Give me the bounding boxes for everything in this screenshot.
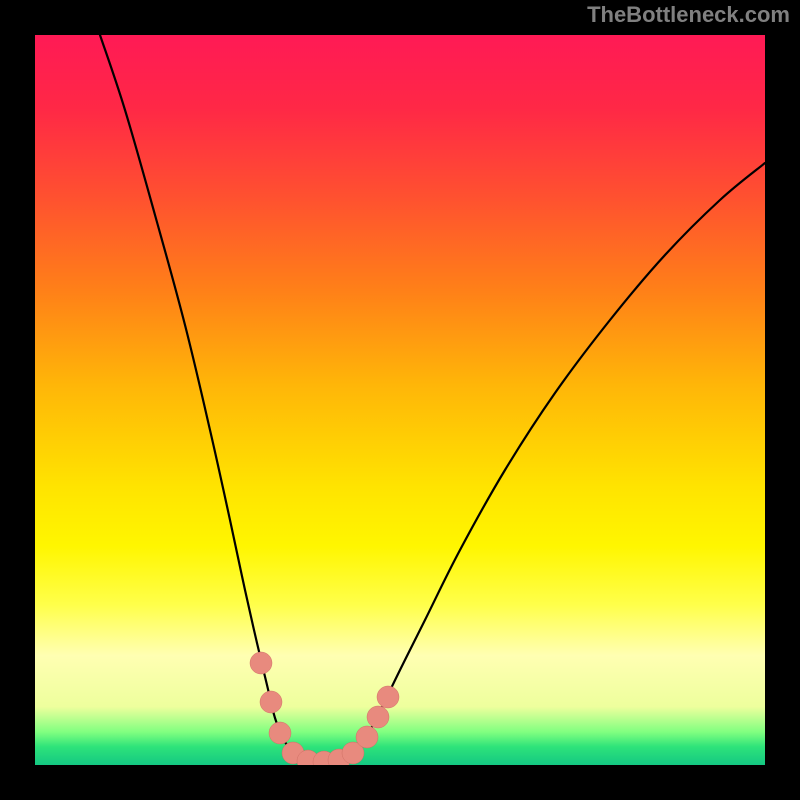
plot-area xyxy=(35,35,765,765)
chart-container: TheBottleneck.com xyxy=(0,0,800,800)
gradient-background xyxy=(35,35,765,765)
marker-point xyxy=(367,706,389,728)
marker-point xyxy=(356,726,378,748)
marker-point xyxy=(250,652,272,674)
marker-point xyxy=(260,691,282,713)
watermark: TheBottleneck.com xyxy=(587,2,790,28)
marker-point xyxy=(377,686,399,708)
plot-svg xyxy=(35,35,765,765)
marker-point xyxy=(269,722,291,744)
